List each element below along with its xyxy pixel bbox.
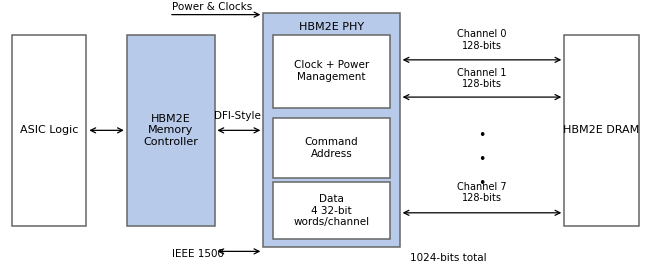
Text: Channel 7
128-bits: Channel 7 128-bits [457,182,507,203]
Text: •: • [478,153,486,166]
FancyBboxPatch shape [12,35,86,226]
FancyBboxPatch shape [127,35,214,226]
Text: ASIC Logic: ASIC Logic [20,125,78,135]
Text: HBM2E DRAM: HBM2E DRAM [564,125,640,135]
FancyBboxPatch shape [273,35,390,108]
Text: Data
4 32-bit
words/channel: Data 4 32-bit words/channel [293,194,370,227]
FancyBboxPatch shape [273,118,390,178]
FancyBboxPatch shape [263,13,400,247]
FancyBboxPatch shape [564,35,639,226]
Text: Command
Address: Command Address [305,138,358,159]
Text: HBM2E PHY: HBM2E PHY [299,22,364,32]
Text: •: • [478,129,486,142]
Text: •: • [478,177,486,190]
Text: IEEE 1500: IEEE 1500 [172,249,224,259]
Text: 1024-bits total: 1024-bits total [410,253,487,263]
Text: HBM2E
Memory
Controller: HBM2E Memory Controller [143,114,198,147]
Text: DFI-Style: DFI-Style [214,111,261,121]
Text: Clock + Power
Management: Clock + Power Management [294,60,369,82]
Text: Channel 0
128-bits: Channel 0 128-bits [457,29,507,51]
Text: Power & Clocks: Power & Clocks [172,2,252,12]
Text: Channel 1
128-bits: Channel 1 128-bits [457,68,507,89]
FancyBboxPatch shape [273,182,390,239]
